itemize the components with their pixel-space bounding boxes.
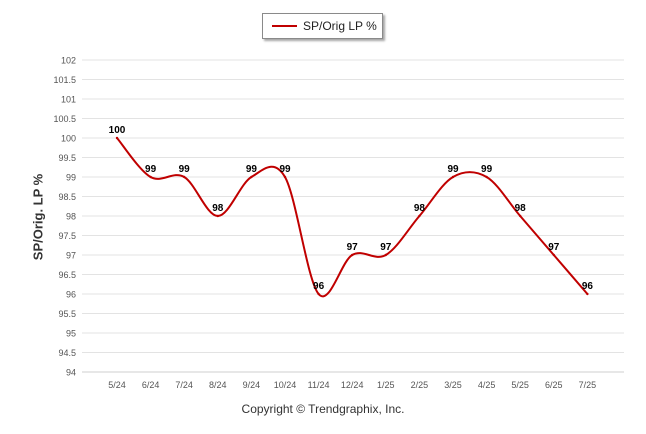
- y-tick-label: 94: [66, 368, 76, 378]
- y-tick-label: 99: [66, 173, 76, 183]
- y-axis-title: SP/Orig. LP %: [30, 173, 46, 261]
- data-label: 96: [582, 281, 594, 292]
- data-point: [183, 175, 186, 179]
- legend-label: SP/Orig LP %: [303, 19, 377, 33]
- data-point: [552, 253, 555, 257]
- x-tick-label: 7/24: [175, 380, 193, 390]
- x-tick-label: 11/24: [308, 380, 330, 390]
- y-tick-label: 95: [66, 329, 76, 339]
- data-point: [317, 292, 320, 296]
- x-tick-label: 12/24: [341, 380, 364, 390]
- data-label: 97: [380, 242, 392, 253]
- x-tick-label: 9/24: [243, 380, 261, 390]
- x-tick-label: 5/24: [108, 380, 126, 390]
- data-point: [283, 175, 287, 179]
- data-point: [418, 214, 421, 218]
- x-tick-label: 5/25: [511, 380, 529, 390]
- x-tick-label: 7/25: [579, 380, 597, 390]
- series-sp-orig-lp: [115, 136, 589, 298]
- data-label: 99: [481, 164, 493, 175]
- data-label: 97: [548, 242, 560, 253]
- legend: SP/Orig LP %: [262, 13, 383, 39]
- data-label: 99: [246, 164, 258, 175]
- data-point: [519, 214, 522, 218]
- x-tick-label: 10/24: [274, 380, 297, 390]
- x-tick-label: 4/25: [478, 380, 496, 390]
- data-point: [216, 214, 219, 218]
- y-tick-label: 94.5: [58, 348, 76, 358]
- y-tick-label: 97.5: [58, 231, 76, 241]
- data-point: [250, 175, 253, 179]
- y-tick-label: 99.5: [58, 153, 76, 163]
- data-point: [485, 175, 488, 179]
- y-tick-label: 96: [66, 290, 76, 300]
- y-tick-label: 97: [66, 251, 76, 261]
- y-tick-label: 98: [66, 212, 76, 222]
- y-tick-label: 102: [61, 56, 76, 66]
- y-tick-label: 96.5: [58, 270, 76, 280]
- data-point: [149, 175, 152, 179]
- data-point: [115, 136, 119, 140]
- y-axis-ticks: 94 94.5 95 95.5 96 96.5 97 97.5 98 98.5 99 99.5 100 1…: [53, 56, 76, 378]
- data-label: 98: [515, 203, 527, 214]
- x-tick-label: 6/24: [142, 380, 160, 390]
- x-tick-label: 8/24: [209, 380, 227, 390]
- y-tick-label: 101.5: [53, 75, 76, 85]
- y-tick-label: 98.5: [58, 192, 76, 202]
- data-point: [351, 253, 354, 257]
- data-label: 98: [414, 203, 426, 214]
- x-tick-label: 6/25: [545, 380, 563, 390]
- data-label: 98: [212, 203, 224, 214]
- copyright-text: Copyright © Trendgraphix, Inc.: [241, 402, 405, 416]
- data-label: 99: [279, 164, 291, 175]
- data-label: 99: [179, 164, 191, 175]
- y-tick-label: 101: [61, 95, 76, 105]
- x-axis-ticks: 5/24 6/24 7/24 8/24 9/24 10/24 11/24 12/24 1/25 2…: [108, 380, 596, 390]
- data-point: [451, 175, 455, 179]
- data-point: [586, 292, 589, 296]
- data-label: 99: [447, 164, 459, 175]
- y-tick-label: 95.5: [58, 309, 76, 319]
- y-tick-label: 100.5: [53, 114, 76, 124]
- x-tick-label: 1/25: [377, 380, 395, 390]
- data-label: 97: [347, 242, 359, 253]
- data-labels: 100 99 99 98 99 99 96 97 97 98 99 99 98 97 96: [109, 125, 594, 292]
- data-label: 99: [145, 164, 157, 175]
- x-tick-label: 3/25: [444, 380, 462, 390]
- series-line: [116, 137, 589, 298]
- x-tick-label: 2/25: [411, 380, 429, 390]
- legend-swatch: [272, 25, 297, 27]
- data-label: 100: [109, 125, 126, 136]
- grid-lines: [82, 59, 624, 373]
- y-tick-label: 100: [61, 134, 76, 144]
- data-point: [384, 253, 387, 257]
- data-label: 96: [313, 281, 325, 292]
